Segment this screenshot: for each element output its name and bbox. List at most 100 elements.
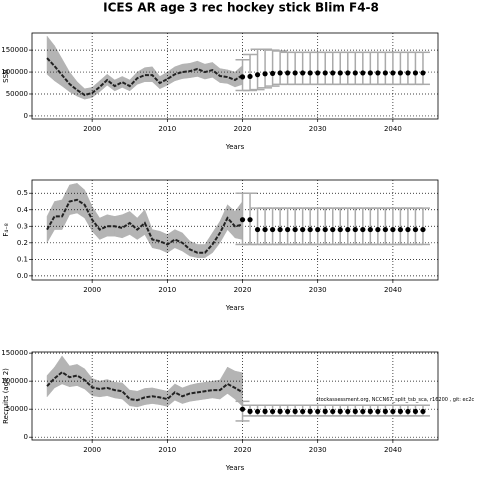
x-tick-label: 2040	[384, 446, 402, 454]
confidence-band	[61, 355, 70, 388]
forecast-point	[397, 70, 404, 76]
forecast-point	[239, 406, 246, 412]
forecast-point	[307, 226, 313, 233]
confidence-band	[121, 382, 130, 407]
plot-frame	[31, 179, 439, 281]
x-tick-label: 2030	[309, 286, 327, 294]
forecast-point	[239, 217, 246, 223]
x-tick-label: 2030	[309, 446, 327, 454]
forecast-point	[360, 226, 366, 233]
forecast-point	[382, 408, 388, 415]
confidence-band	[227, 366, 236, 400]
y-tick-label: 0.2	[17, 239, 28, 247]
confidence-band	[61, 184, 70, 230]
forecast-point	[375, 70, 381, 76]
confidence-band	[204, 232, 213, 259]
forecast-point	[390, 226, 396, 233]
forecast-point	[322, 70, 328, 76]
forecast-point	[412, 408, 419, 415]
forecast-point	[382, 226, 388, 233]
x-axis-label: Years	[225, 143, 245, 151]
forecast-point	[420, 70, 426, 76]
y-tick-label: 150000	[1, 349, 28, 357]
forecast-point	[239, 74, 246, 80]
forecast-point	[375, 408, 381, 415]
forecast-point	[292, 408, 298, 415]
y-tick-label: 0	[24, 433, 28, 441]
y-tick-label: 100000	[1, 377, 28, 385]
forecast-point	[337, 70, 343, 76]
plot-area	[32, 33, 438, 119]
x-axis-label: Years	[225, 464, 245, 472]
forecast-point	[300, 226, 306, 233]
forecast-point	[330, 408, 336, 415]
forecast-point	[254, 72, 261, 78]
forecast-point	[360, 70, 366, 76]
forecast-point	[337, 226, 343, 233]
forecast-point	[390, 70, 396, 76]
forecast-point	[285, 408, 291, 415]
forecast-point	[412, 226, 419, 233]
x-tick-label: 2030	[309, 125, 327, 133]
forecast-point	[367, 408, 373, 415]
x-tick-label: 2020	[234, 125, 252, 133]
confidence-band	[144, 209, 153, 249]
x-tick-label: 2040	[384, 286, 402, 294]
forecast-point	[345, 226, 351, 233]
confidence-band	[54, 199, 63, 230]
plot-area	[32, 352, 438, 440]
forecast-point	[352, 226, 358, 233]
y-tick-label: 150000	[1, 46, 28, 54]
y-tick-label: 0.5	[17, 189, 28, 197]
estimate-line	[46, 57, 244, 97]
forecast-point	[412, 70, 419, 76]
forecast-point	[315, 226, 321, 233]
confidence-band	[197, 244, 206, 258]
forecast-point	[247, 73, 253, 80]
forecast-point	[247, 217, 253, 223]
confidence-band	[69, 182, 78, 216]
annotation: stockassessment.org, NCCN67_split_tsb_sc…	[316, 397, 474, 403]
y-axis-label: Recruits (age 2)	[2, 368, 10, 424]
forecast-point	[269, 408, 276, 415]
forecast-point	[315, 70, 321, 76]
forecast-point	[420, 408, 426, 415]
forecast-point	[360, 408, 366, 415]
x-tick-label: 2000	[83, 446, 101, 454]
forecast-point	[254, 226, 261, 233]
plot-area	[32, 180, 438, 280]
y-tick-label: 0.3	[17, 222, 28, 230]
x-tick-label: 2000	[83, 125, 101, 133]
forecast-point	[322, 226, 328, 233]
forecast-point	[405, 226, 411, 233]
plot-frame	[31, 32, 439, 120]
forecast-point	[292, 226, 298, 233]
x-tick-label: 2010	[158, 286, 176, 294]
forecast-point	[247, 408, 253, 415]
forecast-point	[269, 226, 276, 233]
confidence-band	[219, 366, 228, 400]
plot-frame	[31, 351, 439, 441]
forecast-point	[330, 226, 336, 233]
forecast-point	[269, 70, 276, 76]
x-tick-label: 2020	[234, 286, 252, 294]
forecast-point	[322, 408, 328, 415]
confidence-band	[99, 73, 108, 93]
forecast-point	[277, 408, 283, 415]
confidence-band	[84, 368, 93, 397]
x-tick-label: 2040	[384, 125, 402, 133]
forecast-point	[352, 408, 358, 415]
forecast-point	[262, 408, 268, 415]
forecast-point	[262, 71, 268, 77]
forecast-point	[405, 408, 411, 415]
y-tick-label: 0.1	[17, 255, 28, 263]
forecast-point	[405, 70, 411, 76]
forecast-point	[420, 226, 426, 233]
y-tick-label: 0.0	[17, 272, 28, 280]
y-tick-label: 50000	[6, 405, 28, 413]
x-tick-label: 2010	[158, 446, 176, 454]
forecast-point	[285, 70, 291, 76]
x-tick-label: 2020	[234, 446, 252, 454]
x-tick-label: 2010	[158, 125, 176, 133]
